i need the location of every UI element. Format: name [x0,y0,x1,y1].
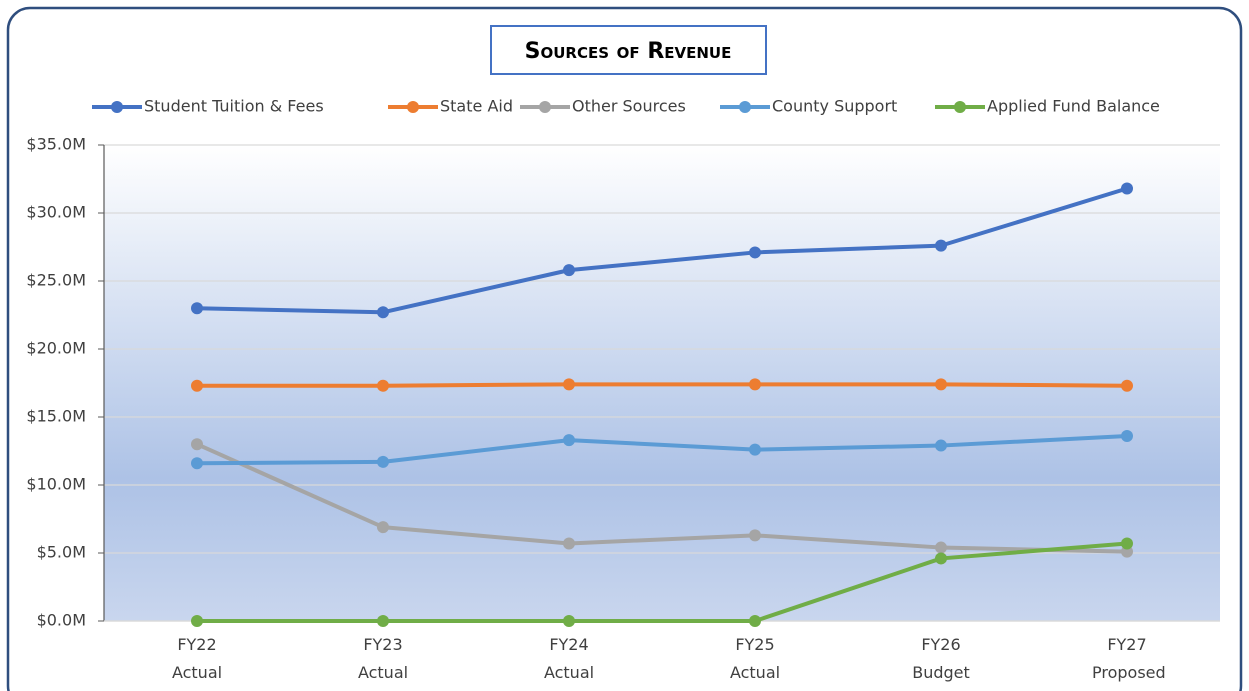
x-tick-label: FY26 Budget [912,635,970,682]
data-point [749,246,761,259]
data-point [191,457,203,470]
data-point [935,239,947,252]
data-point [749,529,761,542]
y-tick-label: $20.0M [26,339,86,358]
data-point [191,615,203,627]
data-point [749,615,761,627]
y-tick-label: $5.0M [37,543,86,562]
legend-label: Student Tuition & Fees [144,97,324,116]
data-point [563,615,575,627]
data-point [1121,430,1133,443]
data-point [377,521,389,534]
data-point [1121,537,1133,550]
series-line [196,442,1128,554]
legend-label: State Aid [440,97,513,116]
y-tick-label: $15.0M [26,407,86,426]
data-point [377,615,389,627]
data-point [191,438,203,451]
data-point [191,302,203,315]
title-box [490,25,767,75]
legend-marker [111,101,123,113]
data-point [749,378,761,391]
data-point [935,439,947,452]
legend-label: County Support [772,97,897,116]
data-point [563,264,575,277]
data-point [1121,379,1133,392]
data-point [935,552,947,565]
data-point [935,378,947,391]
data-point [191,379,203,392]
data-point [749,443,761,456]
y-tick-label: $10.0M [26,475,86,494]
series-line [197,382,1128,388]
legend-label: Other Sources [572,97,686,116]
data-point [563,378,575,391]
x-tick-label: FY25 Actual [729,635,781,682]
data-point [563,434,575,447]
data-point [563,537,575,550]
x-tick-label: FY22 Actual [171,635,223,682]
chart-title: Sources of Revenue [525,39,732,64]
legend-marker [739,101,751,113]
series-line [196,434,1128,466]
legend-marker [539,101,551,113]
legend-marker [407,101,419,113]
data-point [935,541,947,554]
y-tick-label: $30.0M [26,203,86,222]
y-tick-label: $25.0M [26,271,86,290]
legend-label: Applied Fund Balance [987,97,1160,116]
y-tick-label: $0.0M [37,611,86,630]
series-line [197,541,1128,623]
x-tick-label: FY24 Actual [543,635,595,682]
x-tick-label: FY23 Actual [357,635,409,682]
x-tick-label: FY27 Proposed [1092,635,1166,682]
data-point [1121,182,1133,195]
data-point [377,455,389,468]
y-tick-label: $35.0M [26,135,86,154]
data-point [377,379,389,392]
series-line [196,186,1128,315]
legend-marker [954,101,966,113]
data-point [377,306,389,319]
